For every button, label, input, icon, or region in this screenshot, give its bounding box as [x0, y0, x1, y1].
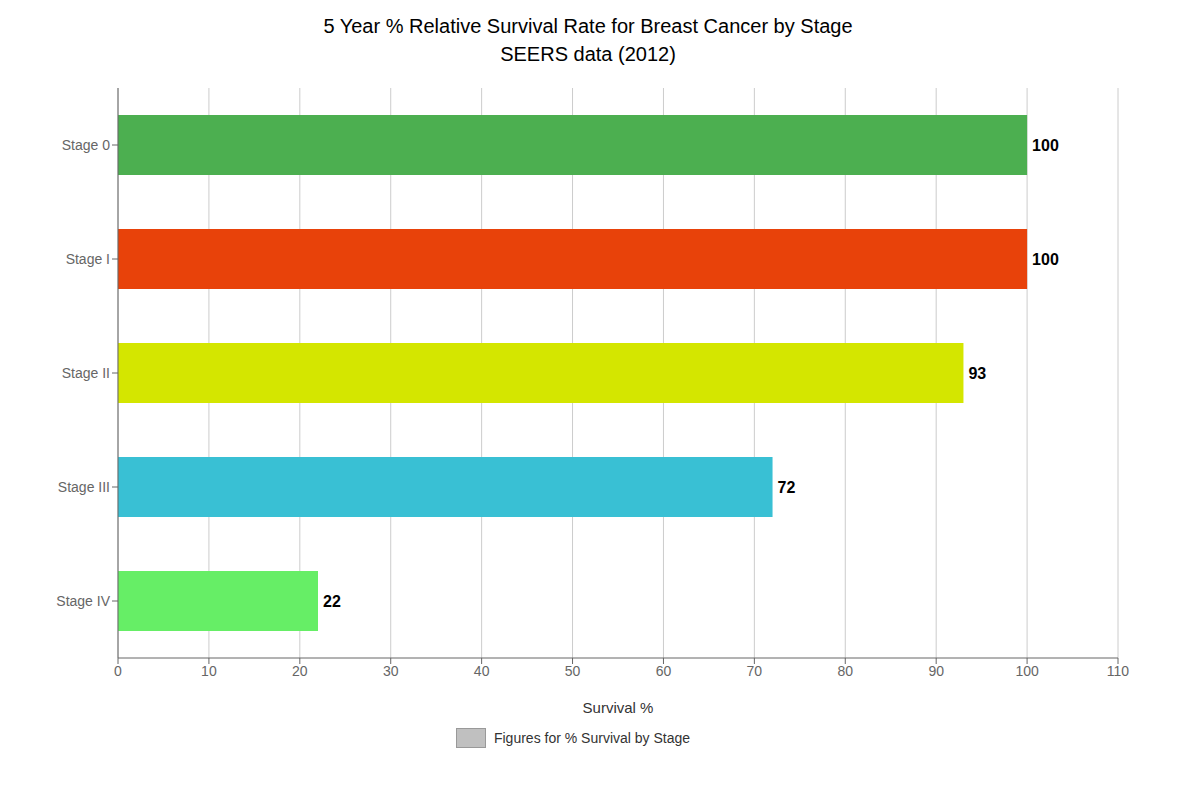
svg-text:90: 90 [928, 663, 944, 679]
svg-text:Survival %: Survival % [583, 699, 654, 716]
svg-text:22: 22 [323, 593, 341, 610]
svg-text:93: 93 [968, 365, 986, 382]
svg-text:70: 70 [747, 663, 763, 679]
svg-text:Stage II: Stage II [62, 365, 110, 381]
svg-text:Stage III: Stage III [58, 479, 110, 495]
svg-text:Stage I: Stage I [66, 251, 110, 267]
svg-text:60: 60 [656, 663, 672, 679]
html-text:SEERS data (2012): SEERS data (2012) [500, 43, 676, 65]
svg-text:20: 20 [292, 663, 308, 679]
svg-text:40: 40 [474, 663, 490, 679]
svg-text:100: 100 [1032, 251, 1059, 268]
svg-text:72: 72 [778, 479, 796, 496]
svg-text:10: 10 [201, 663, 217, 679]
svg-text:0: 0 [114, 663, 122, 679]
svg-text:50: 50 [565, 663, 581, 679]
svg-text:100: 100 [1015, 663, 1039, 679]
svg-text:30: 30 [383, 663, 399, 679]
html-text:5 Year % Relative Survival Rat: 5 Year % Relative Survival Rate for Brea… [323, 15, 853, 37]
svg-text:Stage IV: Stage IV [56, 593, 110, 609]
svg-text:80: 80 [837, 663, 853, 679]
svg-text:Stage 0: Stage 0 [62, 137, 110, 153]
html-text:Figures for % Survival by Stag: Figures for % Survival by Stage [494, 730, 690, 746]
svg-text:100: 100 [1032, 137, 1059, 154]
svg-text:110: 110 [1107, 663, 1130, 679]
